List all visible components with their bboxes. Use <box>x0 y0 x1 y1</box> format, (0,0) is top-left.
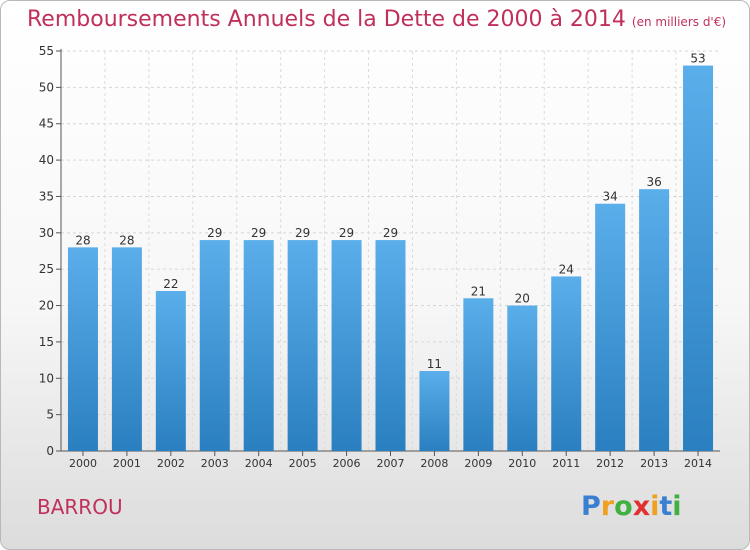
y-tick-label: 35 <box>39 189 54 203</box>
x-tick-label: 2011 <box>552 457 580 470</box>
bar-value-label: 20 <box>515 292 530 306</box>
bar-value-label: 34 <box>603 190 618 204</box>
logo-letter: i <box>672 491 682 522</box>
bar <box>331 240 362 451</box>
x-tick-label: 2003 <box>201 457 229 470</box>
bars <box>67 65 714 451</box>
logo-letter: t <box>659 491 673 522</box>
x-tick-label: 2009 <box>464 457 492 470</box>
municipality-name: BARROU <box>37 495 123 519</box>
bar-value-label: 24 <box>559 262 574 276</box>
chart-title-text: Remboursements Annuels de la Dette de 20… <box>27 7 626 32</box>
chart-title: Remboursements Annuels de la Dette de 20… <box>27 7 726 32</box>
bar <box>683 65 714 451</box>
bar-value-label: 53 <box>690 52 705 66</box>
bar-value-label: 29 <box>295 226 310 240</box>
bar-value-label: 28 <box>75 233 90 247</box>
bar <box>419 371 450 451</box>
bar-value-label: 29 <box>207 226 222 240</box>
bar <box>639 189 670 451</box>
bar-value-label: 22 <box>163 277 178 291</box>
bar <box>463 298 494 451</box>
logo-letter: i <box>650 491 660 522</box>
x-tick-label: 2014 <box>684 457 712 470</box>
x-tick-label: 2002 <box>157 457 185 470</box>
y-tick-label: 25 <box>39 262 54 276</box>
y-tick-label: 45 <box>39 117 54 131</box>
bar-value-label: 28 <box>119 233 134 247</box>
bar <box>551 276 582 451</box>
x-tick-label: 2005 <box>289 457 317 470</box>
y-tick-label: 10 <box>39 371 54 385</box>
x-tick-label: 2004 <box>245 457 273 470</box>
x-tick-label: 2008 <box>420 457 448 470</box>
x-tick-label: 2013 <box>640 457 668 470</box>
bar <box>287 240 318 451</box>
x-tick-label: 2000 <box>69 457 97 470</box>
x-tick-label: 2007 <box>377 457 405 470</box>
bar-value-label: 21 <box>471 284 486 298</box>
x-tick-label: 2010 <box>508 457 536 470</box>
bar <box>199 240 230 451</box>
chart-subtitle: (en milliers d'€) <box>631 15 727 29</box>
bar <box>111 247 142 451</box>
logo-letter: P <box>581 491 601 522</box>
x-tick-label: 2001 <box>113 457 141 470</box>
y-tick-label: 40 <box>39 153 54 167</box>
logo-letter: o <box>614 491 633 522</box>
bar-value-label: 29 <box>251 226 266 240</box>
bar-value-label: 29 <box>383 226 398 240</box>
bar-value-label: 11 <box>427 357 442 371</box>
labels: 0 5 10 15 20 25 30 35 40 45 50 55 28 2000 28 2001 22 2002… <box>39 44 712 470</box>
logo-letter: x <box>632 491 651 522</box>
proxiti-logo: Proxiti <box>581 491 682 522</box>
y-tick-label: 20 <box>39 299 54 313</box>
bar <box>507 305 538 451</box>
y-tick-label: 5 <box>46 408 54 422</box>
bar <box>155 291 186 451</box>
bar-value-label: 29 <box>339 226 354 240</box>
y-tick-label: 0 <box>46 444 54 458</box>
x-tick-label: 2012 <box>596 457 624 470</box>
bar <box>243 240 274 451</box>
y-tick-label: 50 <box>39 80 54 94</box>
bar <box>67 247 98 451</box>
y-tick-label: 15 <box>39 335 54 349</box>
bar <box>375 240 406 451</box>
bar <box>595 203 626 451</box>
x-tick-label: 2006 <box>333 457 361 470</box>
y-tick-label: 30 <box>39 226 54 240</box>
logo-letter: r <box>600 491 615 522</box>
bar-value-label: 36 <box>646 175 661 189</box>
y-tick-label: 55 <box>39 44 54 58</box>
